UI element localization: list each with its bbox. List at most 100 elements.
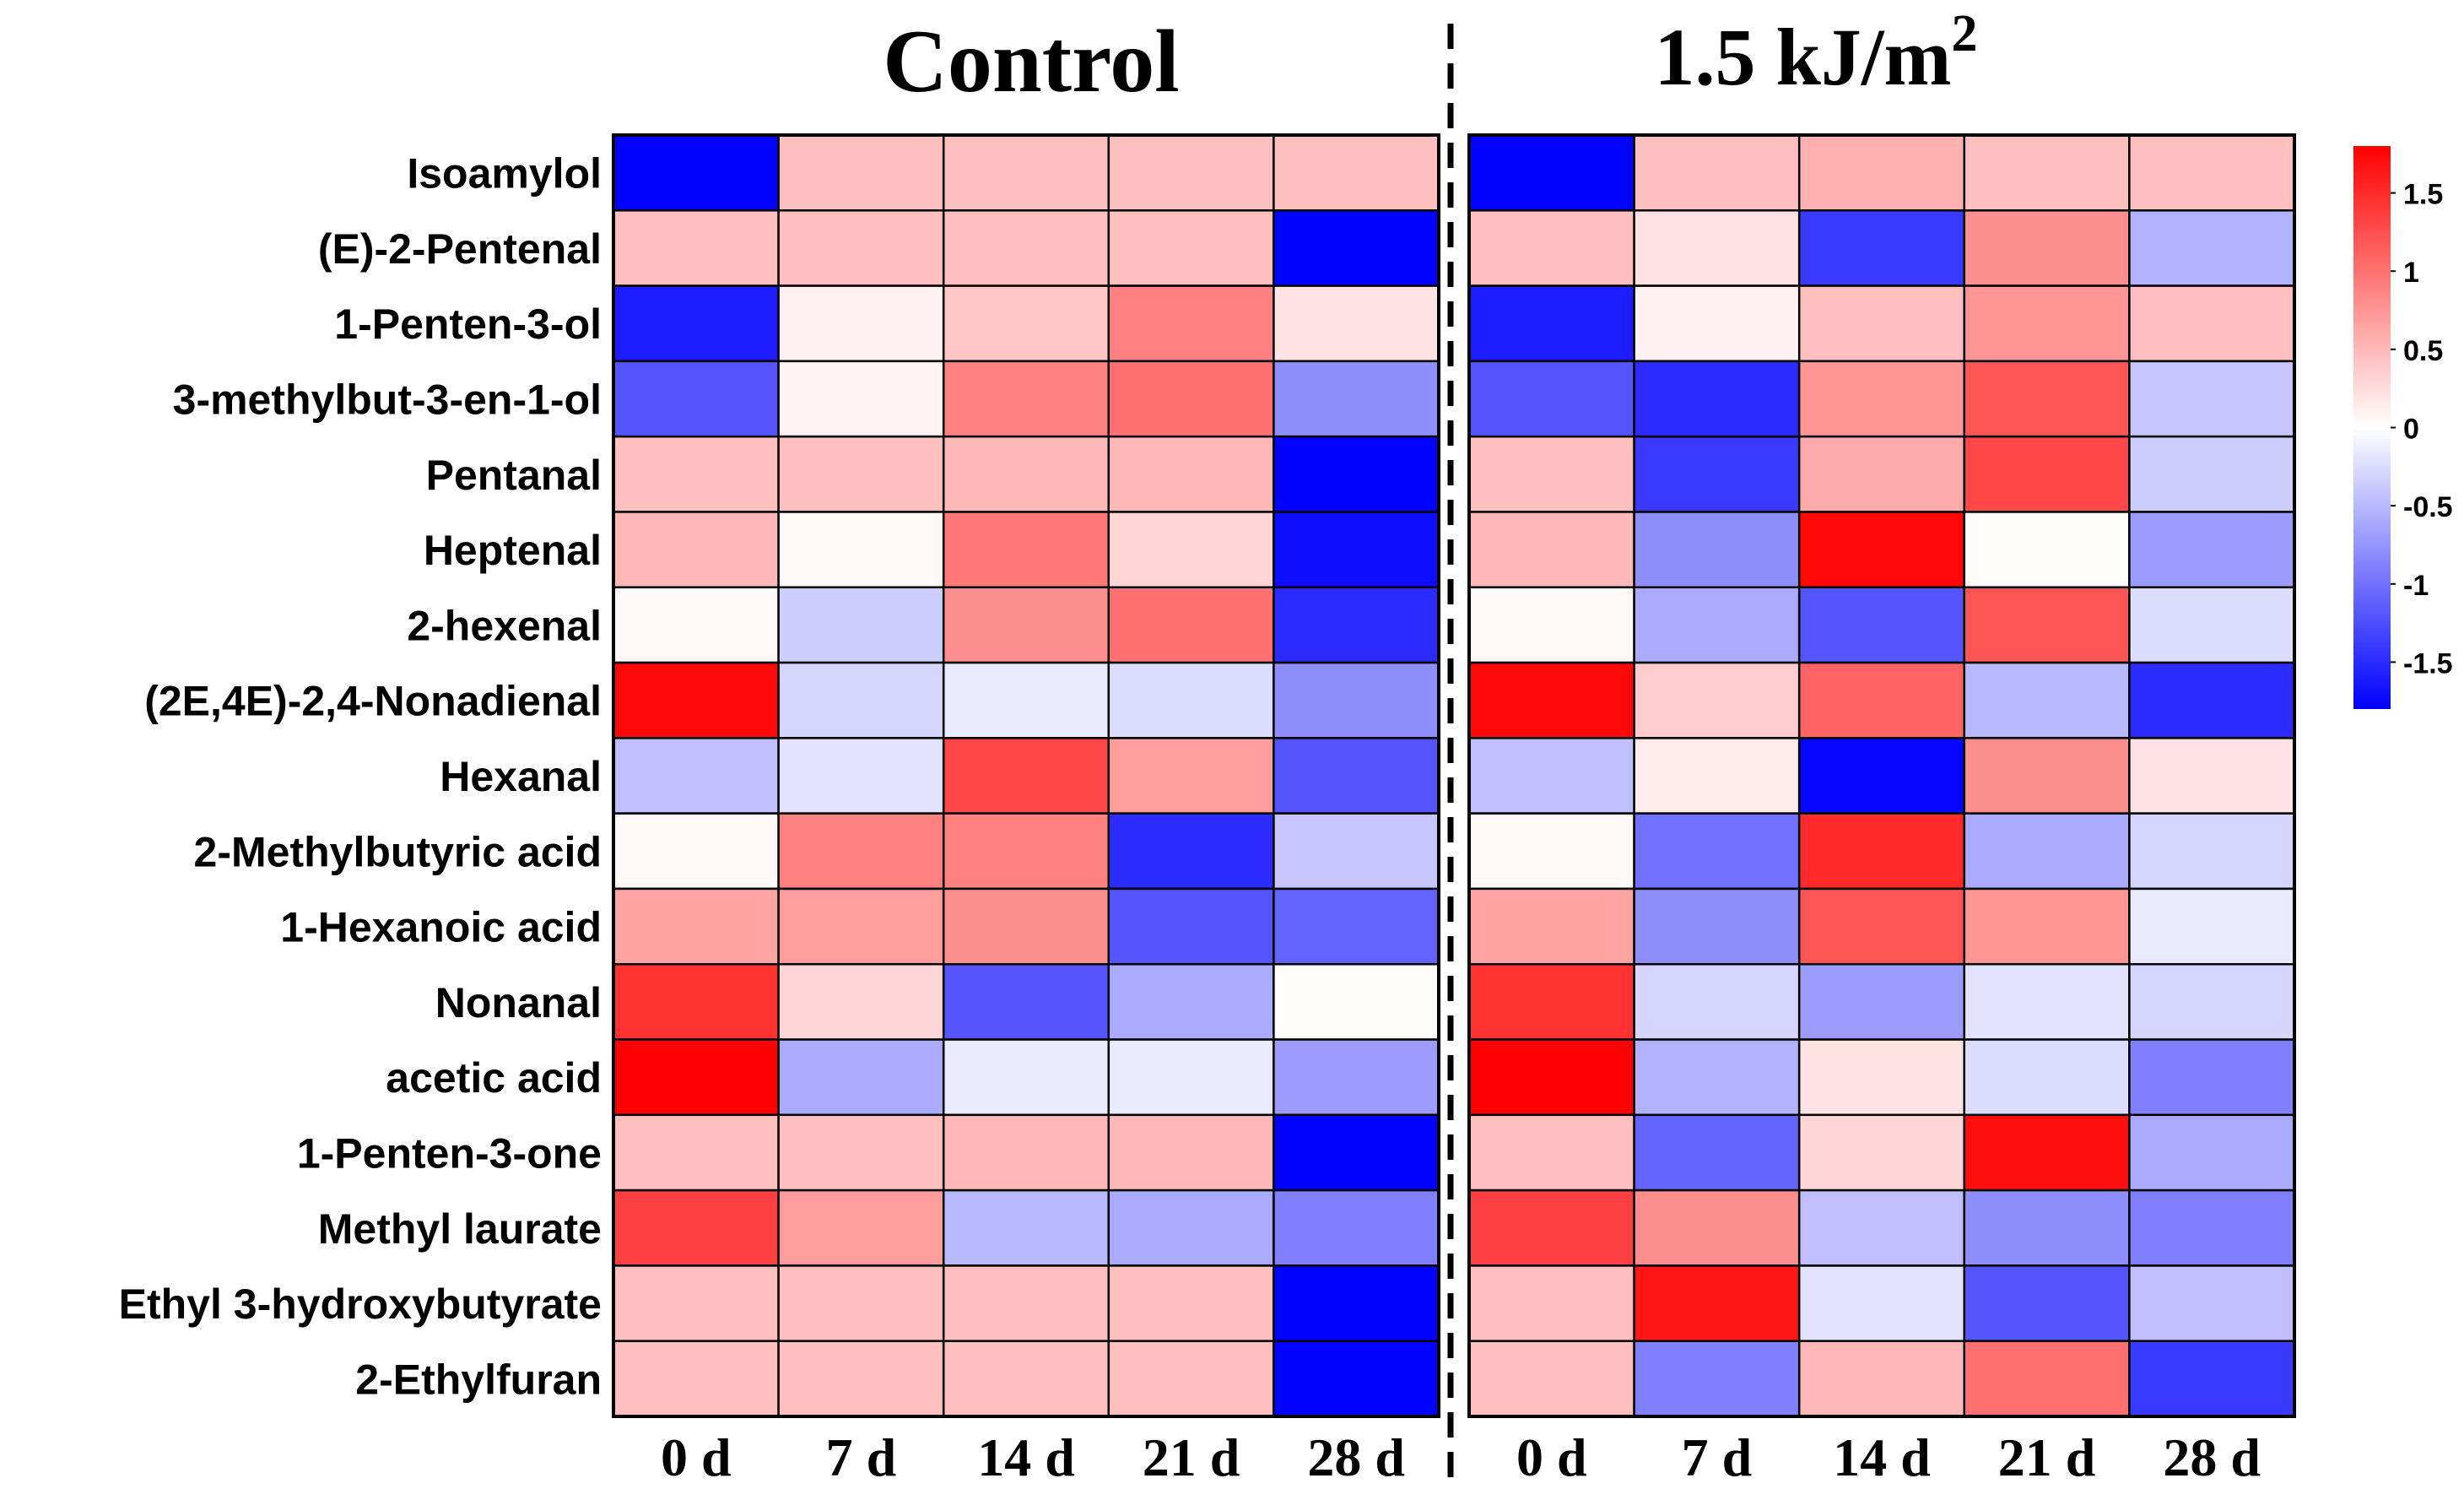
heatmap-cell-treatment-1-penten-3-one-0-d xyxy=(1467,1113,1635,1192)
legend-tick-label: 1.5 xyxy=(2403,179,2443,211)
heatmap-cell-control-2-hexenal-7-d xyxy=(777,586,945,664)
heatmap-cell-treatment-nonanal-21-d xyxy=(1963,962,2131,1041)
heatmap-cell-control-2-ethylfuran-7-d xyxy=(777,1340,945,1418)
heatmap-cell-control-methyl-laurate-28-d xyxy=(1273,1188,1440,1267)
legend-tick-label: 0.5 xyxy=(2403,335,2443,367)
column-label-treatment-28-d: 28 d xyxy=(2163,1427,2261,1487)
heatmap-cell-treatment-heptenal-0-d xyxy=(1467,511,1635,589)
heatmap-cell-control-2e-4e-2-4-nonadienal-14-d xyxy=(942,661,1110,739)
heatmap-cell-treatment-heptenal-21-d xyxy=(1963,511,2131,589)
heatmap-cell-treatment-e-2-pentenal-0-d xyxy=(1467,209,1635,287)
heatmap-cell-control-pentanal-28-d xyxy=(1273,435,1440,513)
heatmap-cell-control-acetic-acid-28-d xyxy=(1273,1038,1440,1117)
heatmap-cell-treatment-2e-4e-2-4-nonadienal-0-d xyxy=(1467,661,1635,739)
heatmap-cell-control-hexanal-7-d xyxy=(777,737,945,815)
heatmap-cell-treatment-hexanal-14-d xyxy=(1797,737,1966,815)
heatmap-cell-treatment-1-hexanoic-acid-21-d xyxy=(1963,887,2131,966)
column-label-treatment-21-d: 21 d xyxy=(1998,1427,2096,1487)
heatmap-cell-treatment-3-methylbut-3-en-1-ol-21-d xyxy=(1963,360,2131,438)
heatmap-cell-treatment-methyl-laurate-21-d xyxy=(1963,1188,2131,1267)
heatmap-cell-treatment-acetic-acid-0-d xyxy=(1467,1038,1635,1117)
heatmap-cell-control-1-penten-3-ol-28-d xyxy=(1273,284,1440,363)
heatmap-cell-treatment-ethyl-3-hydroxybutyrate-0-d xyxy=(1467,1264,1635,1342)
heatmap-cell-treatment-1-penten-3-one-28-d xyxy=(2128,1113,2296,1192)
heatmap-cell-treatment-methyl-laurate-7-d xyxy=(1633,1188,1801,1267)
panel-title-treatment: 1.5 kJ/m2 xyxy=(1654,5,1977,102)
row-label-3-methylbut-3-en-1-ol: 3-methylbut-3-en-1-ol xyxy=(173,376,602,424)
heatmap-cell-control-acetic-acid-14-d xyxy=(942,1038,1110,1117)
color-bar xyxy=(2353,146,2391,709)
heatmap-cell-control-1-penten-3-ol-0-d xyxy=(612,284,780,363)
heatmap-cell-control-3-methylbut-3-en-1-ol-14-d xyxy=(942,360,1110,438)
heatmap-cell-treatment-pentanal-14-d xyxy=(1797,435,1966,513)
heatmap-cell-treatment-ethyl-3-hydroxybutyrate-14-d xyxy=(1797,1264,1966,1342)
heatmap-cell-control-methyl-laurate-14-d xyxy=(942,1188,1110,1267)
legend-tick-label: 0 xyxy=(2403,414,2419,446)
heatmap-cell-treatment-hexanal-28-d xyxy=(2128,737,2296,815)
heatmap-cell-control-hexanal-14-d xyxy=(942,737,1110,815)
heatmap-cell-control-nonanal-0-d xyxy=(612,962,780,1041)
heatmap-cell-treatment-2e-4e-2-4-nonadienal-7-d xyxy=(1633,661,1801,739)
heatmap-cell-treatment-2-hexenal-21-d xyxy=(1963,586,2131,664)
heatmap-cell-control-2-methylbutyric-acid-7-d xyxy=(777,812,945,891)
heatmap-cell-treatment-1-hexanoic-acid-28-d xyxy=(2128,887,2296,966)
heatmap-cell-control-1-penten-3-ol-7-d xyxy=(777,284,945,363)
heatmap-cell-control-nonanal-28-d xyxy=(1273,962,1440,1041)
heatmap-cell-treatment-methyl-laurate-0-d xyxy=(1467,1188,1635,1267)
heatmap-cell-treatment-acetic-acid-28-d xyxy=(2128,1038,2296,1117)
heatmap-cell-treatment-1-penten-3-ol-21-d xyxy=(1963,284,2131,363)
heatmap-cell-treatment-acetic-acid-21-d xyxy=(1963,1038,2131,1117)
heatmap-cell-treatment-nonanal-28-d xyxy=(2128,962,2296,1041)
heatmap-cell-control-ethyl-3-hydroxybutyrate-7-d xyxy=(777,1264,945,1342)
heatmap-cell-treatment-ethyl-3-hydroxybutyrate-7-d xyxy=(1633,1264,1801,1342)
heatmap-cell-control-2-methylbutyric-acid-14-d xyxy=(942,812,1110,891)
heatmap-cell-treatment-2-hexenal-28-d xyxy=(2128,586,2296,664)
heatmap-cell-treatment-nonanal-7-d xyxy=(1633,962,1801,1041)
heatmap-cell-treatment-2-methylbutyric-acid-14-d xyxy=(1797,812,1966,891)
heatmap-cell-control-1-penten-3-ol-21-d xyxy=(1107,284,1275,363)
heatmap-cell-control-nonanal-7-d xyxy=(777,962,945,1041)
legend-tick-label: 1 xyxy=(2403,257,2419,289)
heatmap-cell-control-2-ethylfuran-14-d xyxy=(942,1340,1110,1418)
heatmap-cell-control-isoamylol-21-d xyxy=(1107,133,1275,212)
heatmap-cell-control-heptenal-14-d xyxy=(942,511,1110,589)
row-label-ethyl-3-hydroxybutyrate: Ethyl 3-hydroxybutyrate xyxy=(119,1281,602,1328)
heatmap-cell-control-heptenal-21-d xyxy=(1107,511,1275,589)
row-label-1-penten-3-one: 1-Penten-3-one xyxy=(297,1129,602,1177)
heatmap-cell-control-ethyl-3-hydroxybutyrate-28-d xyxy=(1273,1264,1440,1342)
heatmap-cell-control-2e-4e-2-4-nonadienal-28-d xyxy=(1273,661,1440,739)
heatmap-frame-control xyxy=(612,133,1440,1418)
heatmap-cell-control-2e-4e-2-4-nonadienal-21-d xyxy=(1107,661,1275,739)
heatmap-cell-treatment-2-methylbutyric-acid-28-d xyxy=(2128,812,2296,891)
heatmap-cell-treatment-hexanal-0-d xyxy=(1467,737,1635,815)
heatmap-cell-treatment-isoamylol-21-d xyxy=(1963,133,2131,212)
heatmap-cell-control-e-2-pentenal-21-d xyxy=(1107,209,1275,287)
row-label-2-ethylfuran: 2-Ethylfuran xyxy=(355,1356,602,1403)
heatmap-cell-control-isoamylol-0-d xyxy=(612,133,780,212)
heatmap-cell-control-ethyl-3-hydroxybutyrate-14-d xyxy=(942,1264,1110,1342)
heatmap-cell-control-ethyl-3-hydroxybutyrate-0-d xyxy=(612,1264,780,1342)
heatmap-cell-control-methyl-laurate-0-d xyxy=(612,1188,780,1267)
heatmap-cell-treatment-2-methylbutyric-acid-7-d xyxy=(1633,812,1801,891)
heatmap-cell-control-2-ethylfuran-0-d xyxy=(612,1340,780,1418)
heatmap-cell-control-acetic-acid-0-d xyxy=(612,1038,780,1117)
panel-title-control: Control xyxy=(883,12,1179,111)
heatmap-cell-treatment-methyl-laurate-28-d xyxy=(2128,1188,2296,1267)
heatmap-cell-control-acetic-acid-7-d xyxy=(777,1038,945,1117)
heatmap-cell-control-heptenal-7-d xyxy=(777,511,945,589)
column-label-treatment-0-d: 0 d xyxy=(1516,1427,1587,1487)
heatmap-cell-control-ethyl-3-hydroxybutyrate-21-d xyxy=(1107,1264,1275,1342)
heatmap-cell-control-e-2-pentenal-28-d xyxy=(1273,209,1440,287)
heatmap-cell-control-2-methylbutyric-acid-28-d xyxy=(1273,812,1440,891)
row-label-heptenal: Heptenal xyxy=(424,527,602,574)
heatmap-cell-control-1-penten-3-one-21-d xyxy=(1107,1113,1275,1192)
heatmap-cell-treatment-1-penten-3-one-21-d xyxy=(1963,1113,2131,1192)
color-legend: 1.5 1 0.5 0 -0.5 -1 -1.5 xyxy=(2353,146,2453,709)
heatmap-cell-treatment-2e-4e-2-4-nonadienal-14-d xyxy=(1797,661,1966,739)
heatmap-cell-treatment-heptenal-28-d xyxy=(2128,511,2296,589)
heatmap-cell-treatment-1-penten-3-one-14-d xyxy=(1797,1113,1966,1192)
heatmap-cell-control-hexanal-21-d xyxy=(1107,737,1275,815)
heatmap-cell-control-1-hexanoic-acid-14-d xyxy=(942,887,1110,966)
heatmap-cell-control-1-hexanoic-acid-21-d xyxy=(1107,887,1275,966)
